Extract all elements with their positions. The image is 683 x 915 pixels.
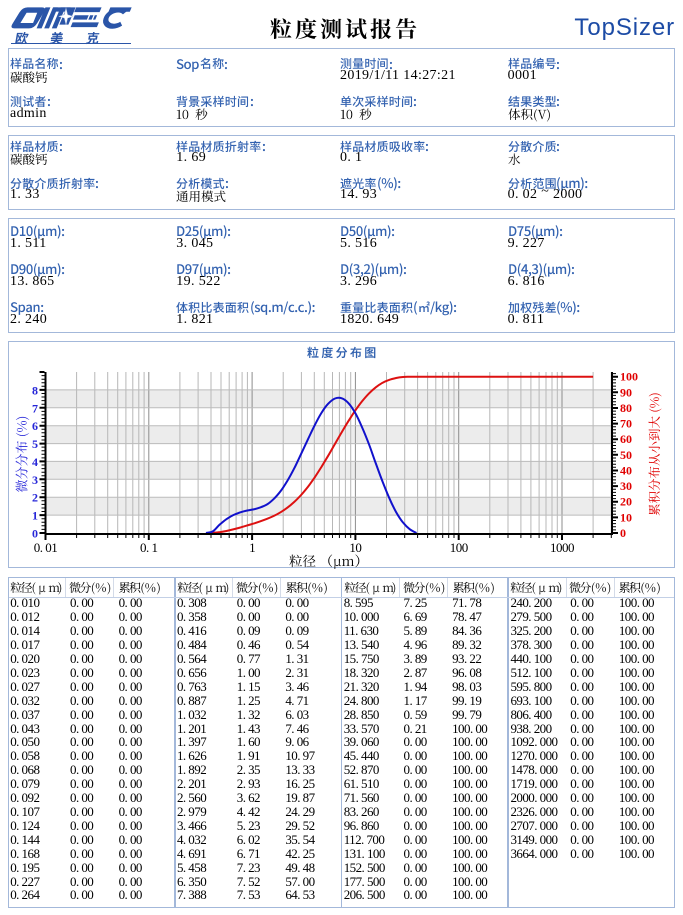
svg-text:90: 90 (620, 385, 632, 399)
svg-text:30: 30 (620, 479, 632, 493)
svg-text:10: 10 (349, 540, 361, 555)
svg-text:60: 60 (620, 432, 632, 446)
svg-text:10: 10 (620, 510, 632, 524)
svg-text:8: 8 (32, 383, 38, 397)
svg-text:1000: 1000 (550, 540, 574, 555)
svg-text:0: 0 (32, 527, 38, 541)
svg-text:1: 1 (32, 509, 38, 523)
svg-text:5: 5 (32, 437, 38, 451)
svg-text:2: 2 (32, 491, 38, 505)
svg-text:100: 100 (450, 540, 468, 555)
svg-text:6: 6 (32, 419, 38, 433)
svg-text:70: 70 (620, 417, 632, 431)
svg-text:0. 1: 0. 1 (140, 540, 158, 555)
svg-text:0. 01: 0. 01 (34, 540, 58, 555)
svg-text:80: 80 (620, 401, 632, 415)
svg-text:100: 100 (620, 370, 638, 384)
svg-text:3: 3 (32, 473, 38, 487)
svg-text:20: 20 (620, 495, 632, 509)
svg-text:7: 7 (32, 401, 38, 415)
svg-text:50: 50 (620, 448, 632, 462)
svg-text:4: 4 (32, 455, 38, 469)
svg-text:1: 1 (249, 540, 255, 555)
svg-text:0: 0 (620, 526, 626, 540)
svg-text:40: 40 (620, 464, 632, 478)
